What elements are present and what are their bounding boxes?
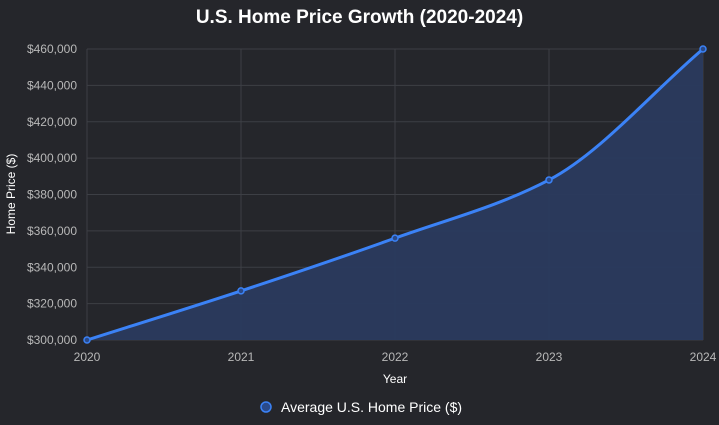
chart-title: U.S. Home Price Growth (2020-2024) [196,7,523,28]
y-tick-label: $440,000 [27,78,77,92]
y-axis-ticks: $300,000 $320,000 $340,000 $360,000 $380,000… [27,42,77,347]
y-axis-label: Home Price ($) [4,154,18,235]
y-tick-label: $300,000 [27,333,77,347]
x-tick-label: 2024 [690,350,717,364]
x-tick-label: 2023 [536,350,563,364]
data-point[interactable] [237,287,245,295]
y-tick-label: $420,000 [27,115,77,129]
data-point[interactable] [699,45,707,53]
x-axis-label: Year [383,372,407,386]
legend[interactable]: Average U.S. Home Price ($) [260,399,462,415]
y-tick-label: $400,000 [27,151,77,165]
data-point[interactable] [83,336,91,344]
data-point[interactable] [545,176,553,184]
y-tick-label: $460,000 [27,42,77,56]
points-layer [83,45,707,344]
series-area-fill [87,49,703,340]
x-tick-label: 2022 [382,350,409,364]
x-tick-label: 2021 [228,350,255,364]
x-tick-label: 2020 [74,350,101,364]
y-tick-label: $340,000 [27,260,77,274]
y-tick-label: $380,000 [27,188,77,202]
y-tick-label: $320,000 [27,297,77,311]
data-point[interactable] [391,234,399,242]
legend-marker-icon [260,401,272,413]
x-axis-ticks: 2020 2021 2022 2023 2024 [74,350,717,364]
legend-label: Average U.S. Home Price ($) [281,399,462,415]
y-tick-label: $360,000 [27,224,77,238]
